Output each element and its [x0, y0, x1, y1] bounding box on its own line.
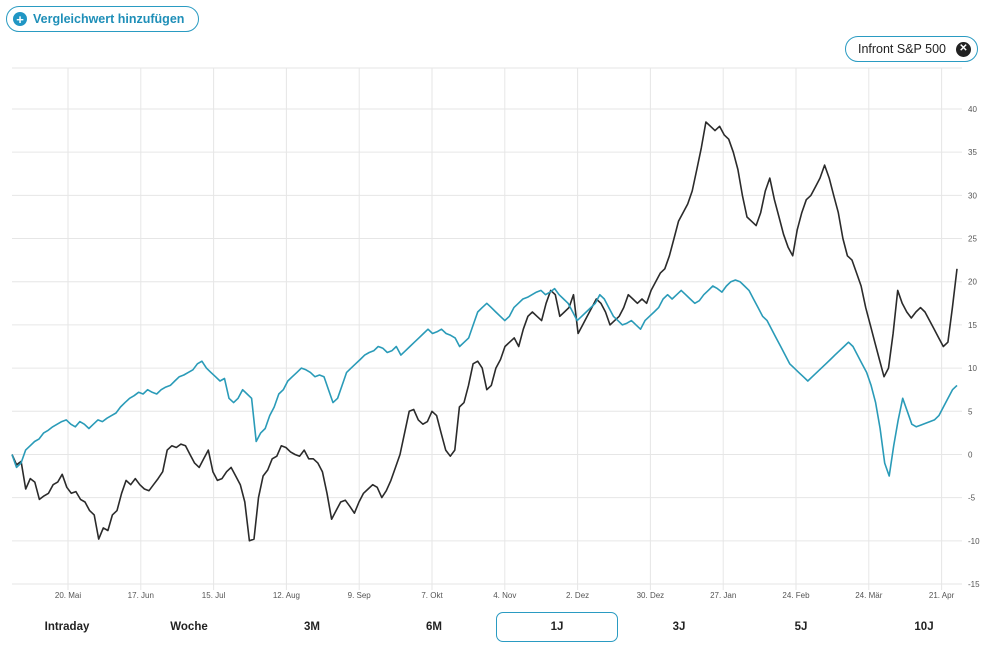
x-tick-label: 20. Mai	[55, 591, 81, 600]
y-tick-label: 20	[968, 278, 977, 287]
comparison-chip: Infront S&P 500 ✕	[844, 36, 978, 62]
x-tick-label: 12. Aug	[273, 591, 300, 600]
x-axis-ticks: 20. Mai 17. Jun 15. Jul 12. Aug 9. Sep 7. Okt…	[55, 591, 955, 600]
y-tick-label: 25	[968, 235, 977, 244]
range-button-3m[interactable]: 3M	[304, 621, 320, 633]
x-tick-label: 21. Apr	[929, 591, 955, 600]
y-tick-label: -10	[968, 537, 980, 546]
x-tick-label: 24. Feb	[782, 591, 810, 600]
x-tick-label: 7. Okt	[421, 591, 443, 600]
x-tick-label: 30. Dez	[637, 591, 665, 600]
chart-series	[11, 121, 958, 542]
y-tick-label: 35	[968, 148, 977, 157]
x-tick-label: 15. Jul	[202, 591, 226, 600]
y-axis-ticks: -15 -10 -5 0 5 10 15 20 25 30 35 40	[968, 105, 980, 589]
add-comparison-button[interactable]: + Vergleichwert hinzufügen	[6, 6, 200, 32]
chart-grid	[12, 67, 962, 590]
y-tick-label: 5	[968, 407, 973, 416]
range-button-woche[interactable]: Woche	[170, 621, 208, 633]
range-button-intraday[interactable]: Intraday	[44, 621, 90, 633]
range-button-6m[interactable]: 6M	[426, 621, 442, 633]
x-tick-label: 4. Nov	[493, 591, 516, 600]
y-tick-label: -5	[968, 494, 976, 503]
y-tick-label: 10	[968, 364, 977, 373]
y-tick-label: 40	[968, 105, 977, 114]
range-button-3j[interactable]: 3J	[672, 621, 686, 633]
y-tick-label: 15	[968, 321, 977, 330]
y-tick-label: -15	[968, 580, 980, 589]
y-tick-label: 30	[968, 191, 977, 200]
series-line-main	[11, 121, 958, 542]
close-icon[interactable]: ✕	[956, 41, 971, 57]
range-button-10j[interactable]: 10J	[914, 621, 934, 633]
series-line-comparison	[11, 279, 958, 477]
price-chart: -15 -10 -5 0 5 10 15 20 25 30 35 40 20. Mai 17. Jun 1…	[11, 67, 980, 600]
add-comparison-label: Vergleichwert hinzufügen	[33, 12, 185, 26]
x-tick-label: 27. Jan	[710, 591, 736, 600]
range-button-1j[interactable]: 1J	[496, 612, 618, 642]
range-button-5j[interactable]: 5J	[794, 621, 808, 633]
y-tick-label: 0	[968, 450, 973, 459]
range-selector: Intraday Woche 3M 6M 1J 3J 5J 10J	[0, 612, 1000, 642]
x-tick-label: 24. Mär	[855, 591, 882, 600]
comparison-chip-label: Infront S&P 500	[857, 42, 946, 56]
x-tick-label: 2. Dez	[566, 591, 589, 600]
x-tick-label: 17. Jun	[128, 591, 154, 600]
plus-icon: +	[13, 12, 27, 26]
x-tick-label: 9. Sep	[348, 591, 372, 600]
